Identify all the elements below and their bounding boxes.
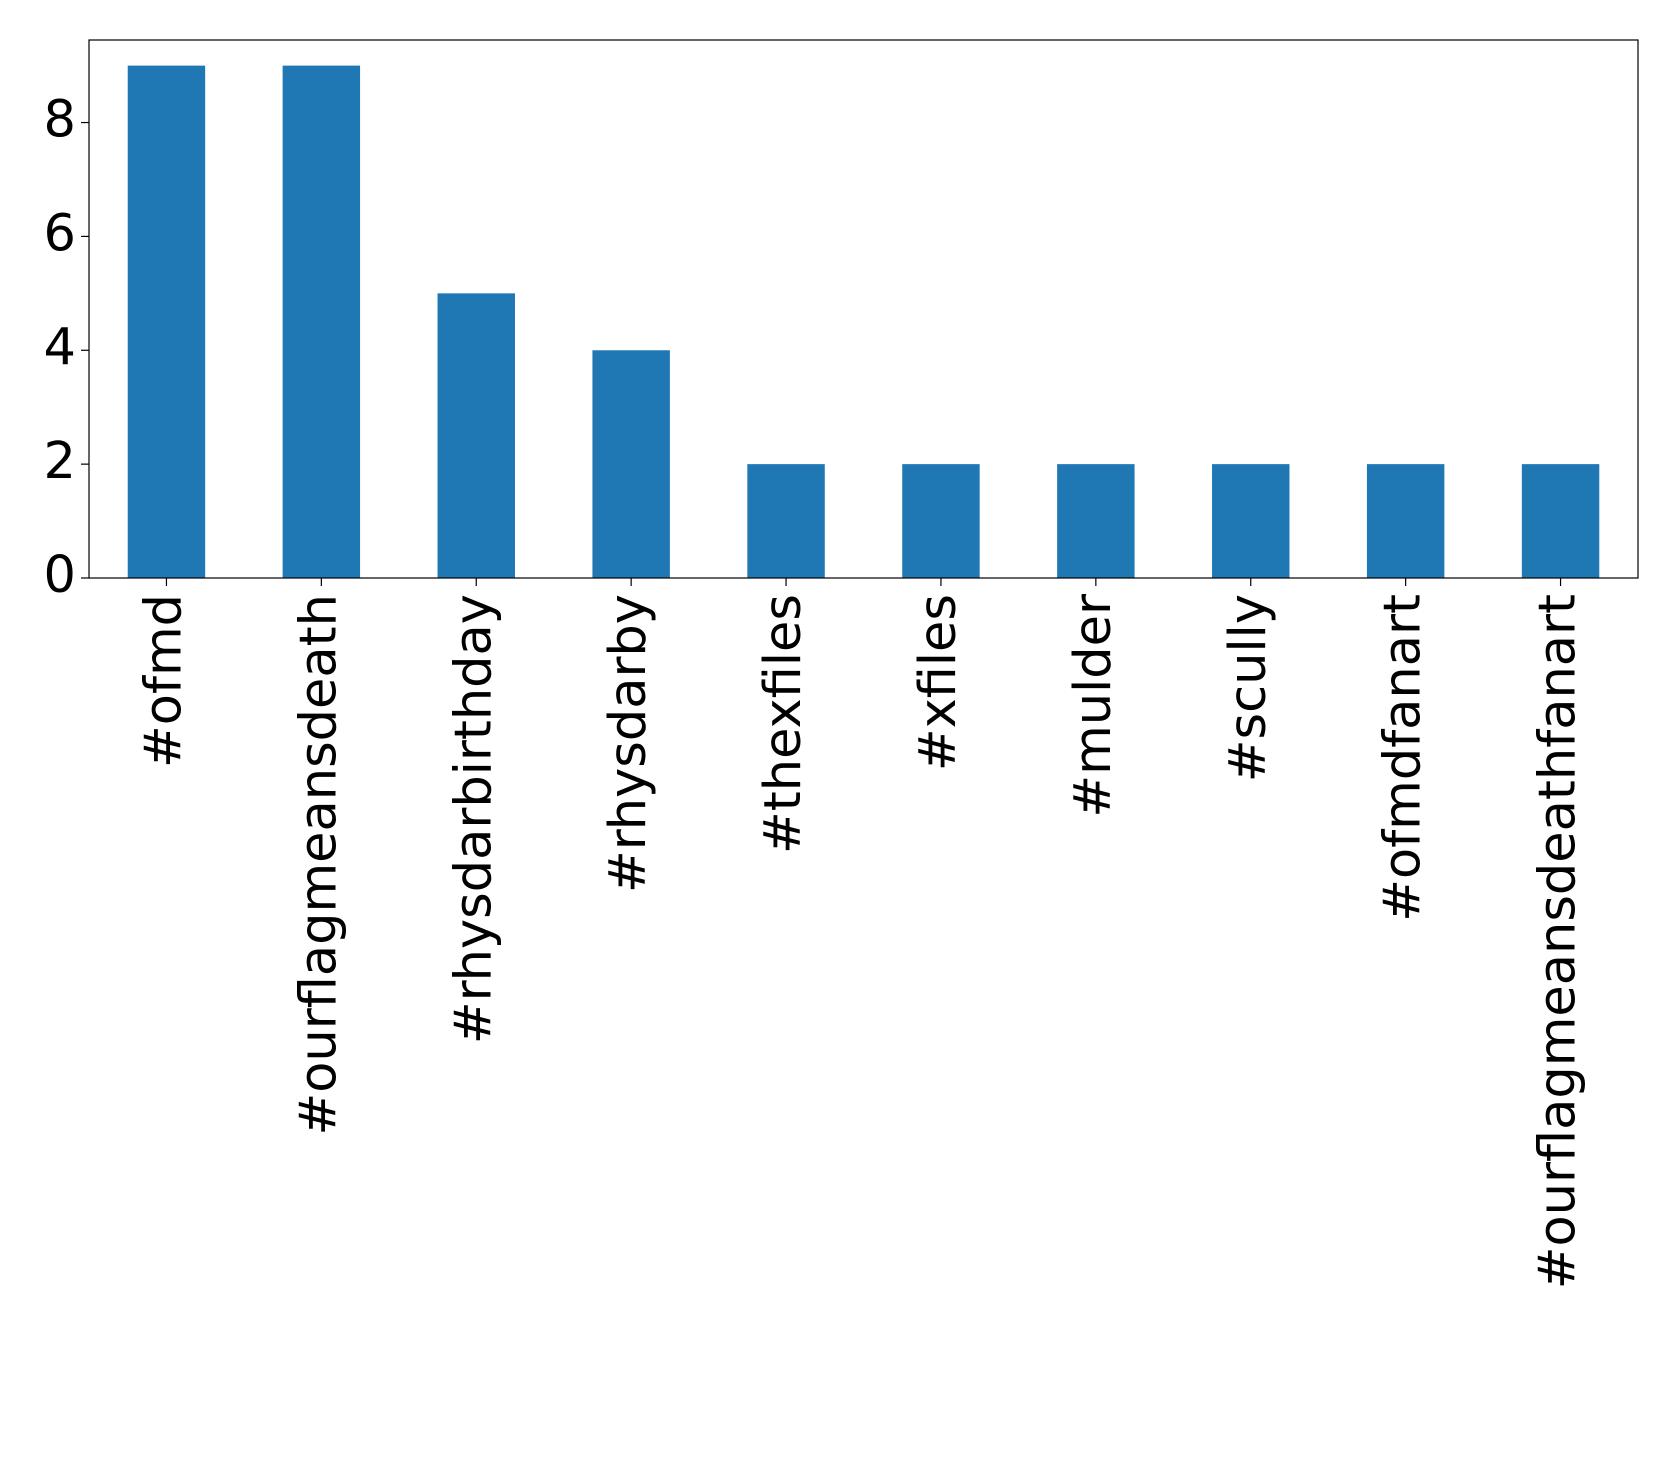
bar [747,464,825,578]
x-tick-label: #ourflagmeansdeath [289,594,348,1136]
bar [902,464,980,578]
x-tick-label: #ofmd [134,594,193,768]
y-tick-label: 4 [44,318,76,377]
x-tick-label: #rhysdarby [599,594,658,893]
bar [282,65,361,579]
bar [437,293,515,578]
plot-frame [88,39,1639,579]
x-tick-label: #xfiles [909,594,968,771]
y-tick-label: 6 [44,204,76,263]
y-tick-label: 0 [44,546,76,605]
x-tick-label: #ourflagmeansdeathfanart [1529,594,1588,1289]
bar [127,65,206,579]
x-tick-label: #rhysdarbirthday [444,594,503,1044]
y-tick-label: 8 [44,91,76,150]
bar [1057,464,1135,578]
bar [592,350,670,578]
y-tick-label: 2 [44,432,76,491]
x-tick-label: #mulder [1064,594,1123,818]
bar [1521,464,1600,578]
bar [1366,464,1445,578]
x-tick-label: #thexfiles [754,594,813,854]
x-tick-label: #scully [1219,594,1278,782]
x-tick-label: #ofmdfanart [1374,594,1433,922]
bar [1212,464,1290,578]
